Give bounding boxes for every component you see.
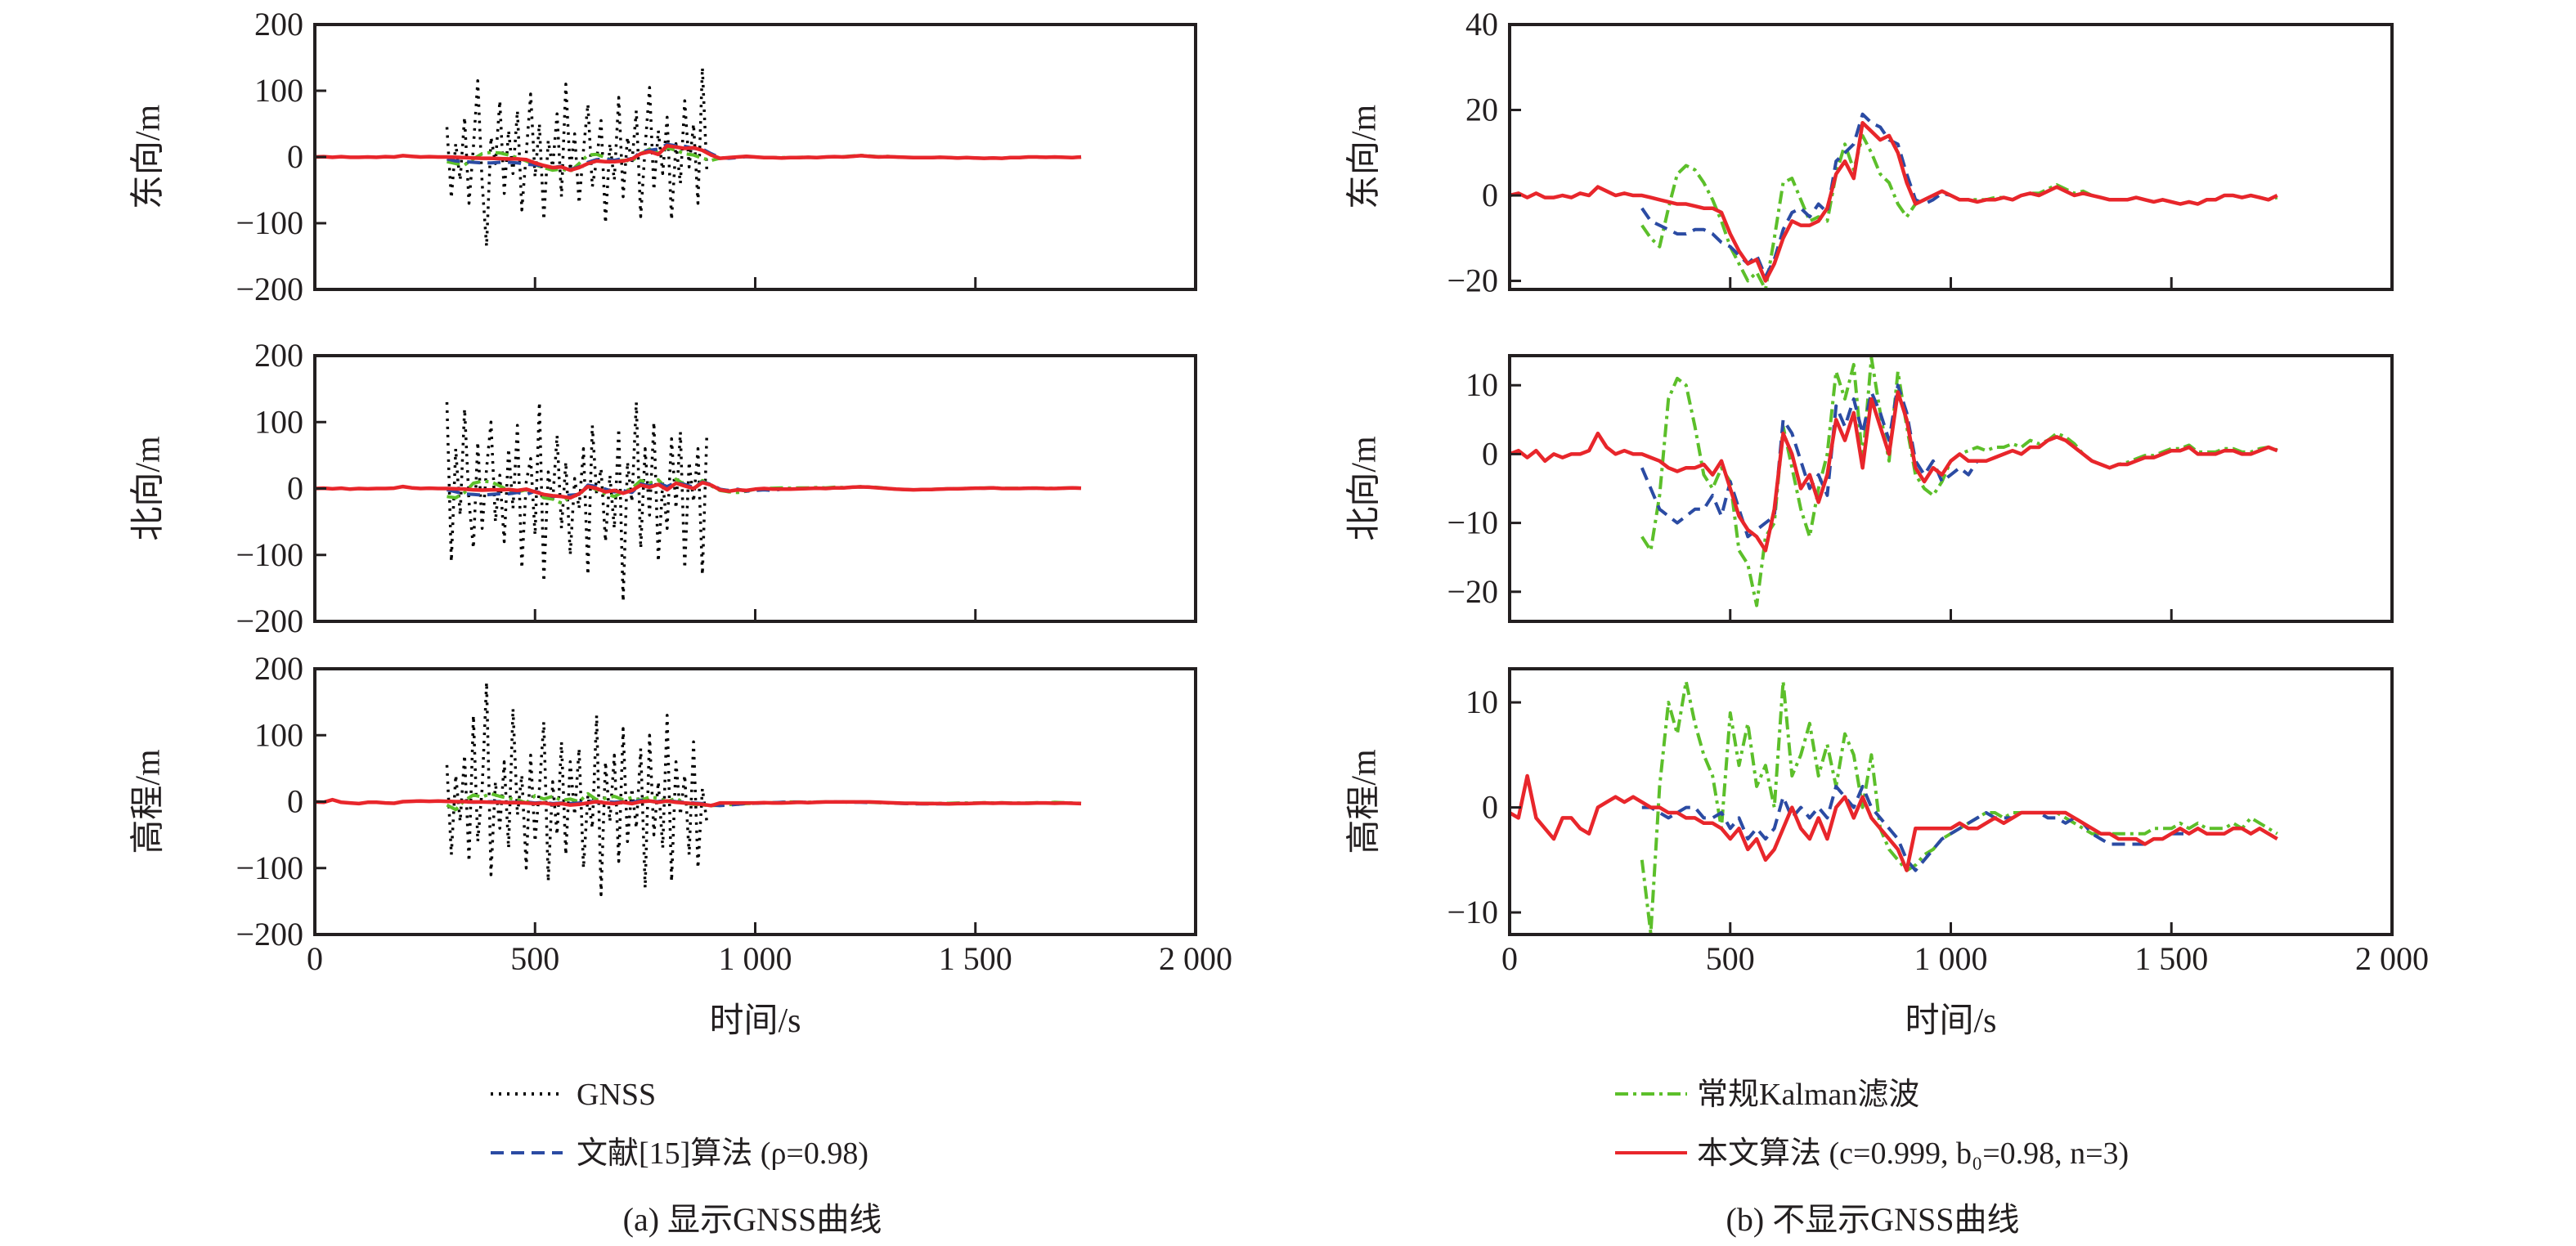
y-tick-label: 40 — [1465, 6, 1498, 43]
y-tick-label: 10 — [1465, 684, 1498, 720]
legend-label: 常规Kalman滤波 — [1697, 1078, 1919, 1112]
series-group — [315, 65, 1082, 249]
panel-caption: (a) 显示GNSS曲线 — [623, 1201, 882, 1238]
series-proposed — [1510, 773, 2278, 872]
y-tick-label: −100 — [236, 204, 303, 241]
series-gnss — [445, 680, 709, 897]
y-tick-label: −200 — [236, 916, 303, 952]
legend-label: GNSS — [577, 1078, 656, 1112]
y-tick-label: 10 — [1465, 366, 1498, 403]
y-tick-label: 200 — [254, 650, 303, 687]
series-group — [315, 401, 1082, 603]
y-tick-label: 200 — [254, 337, 303, 374]
y-tick-label: 0 — [1482, 177, 1498, 213]
plot-frame — [1508, 23, 2394, 291]
plot-frame — [1508, 354, 2394, 623]
x-tick-label: 1 500 — [2134, 940, 2208, 977]
subplot-a-1: −200 −100 0 100 200 东向/m — [129, 6, 1197, 307]
y-tick-label: 100 — [254, 403, 303, 440]
y-tick-label: −100 — [236, 849, 303, 886]
legend-label: 本文算法 (c=0.999, b₀=0.98, n=3) — [1697, 1136, 2129, 1171]
y-tick-label: 0 — [287, 783, 303, 820]
panel-a: −200−1000100200东向/m−200−1000100200北向/m−2… — [129, 6, 1232, 1238]
y-tick-label: −20 — [1447, 573, 1498, 610]
x-axis-label: 时间/s — [1905, 1002, 1996, 1040]
y-axis-label: 高程/m — [1346, 749, 1384, 854]
series-group — [315, 680, 1082, 897]
series-proposed — [1510, 120, 2278, 283]
series-kalman — [1640, 133, 2278, 289]
series-ref15 — [1640, 112, 2278, 279]
series-group — [1510, 679, 2278, 934]
x-tick-label: 1 000 — [1914, 940, 1988, 977]
y-tick-label: −10 — [1447, 894, 1498, 930]
series-group — [1510, 356, 2278, 607]
x-tick-label: 500 — [1706, 940, 1755, 977]
subplot-b-2: −20 −10 0 10 北向/m — [1346, 354, 2394, 623]
y-tick-label: −200 — [236, 271, 303, 307]
series-proposed — [1510, 390, 2278, 553]
subplot-b-1: −20 0 20 40 东向/m — [1345, 6, 2394, 299]
y-axis-label: 北向/m — [1346, 436, 1384, 541]
y-axis-label: 高程/m — [130, 749, 168, 854]
y-tick-label: 0 — [287, 470, 303, 507]
x-tick-label: 0 — [1501, 940, 1518, 977]
subplot-a-3: −200 −100 0 100 200 高程/m — [130, 650, 1197, 952]
series-group — [1510, 112, 2278, 289]
legend-label: 文献[15]算法 (ρ=0.98) — [577, 1136, 868, 1171]
y-tick-label: 100 — [254, 72, 303, 109]
y-tick-label: −100 — [236, 536, 303, 573]
x-tick-label: 1 500 — [939, 940, 1012, 977]
y-tick-label: 0 — [1482, 789, 1498, 826]
y-tick-label: 0 — [287, 138, 303, 175]
panel-caption: (b) 不显示GNSS曲线 — [1726, 1201, 2020, 1238]
legend: GNSS 文献[15]算法 (ρ=0.98) — [491, 1078, 868, 1171]
y-tick-label: −200 — [236, 603, 303, 639]
y-axis-label: 东向/m — [129, 105, 168, 210]
x-tick-label: 1 000 — [719, 940, 792, 977]
y-tick-label: 20 — [1465, 92, 1498, 128]
y-tick-label: −20 — [1447, 262, 1498, 299]
y-tick-label: 0 — [1482, 435, 1498, 472]
series-proposed — [315, 480, 1082, 500]
x-axis-label: 时间/s — [709, 1002, 801, 1040]
x-tick-label: 0 — [307, 940, 323, 977]
y-tick-label: 200 — [254, 6, 303, 43]
x-tick-label: 2 000 — [2355, 940, 2429, 977]
subplot-b-3: −10 0 10 高程/m — [1346, 667, 2394, 936]
series-proposed — [315, 797, 1082, 808]
y-tick-label: 100 — [254, 716, 303, 753]
y-tick-label: −10 — [1447, 504, 1498, 541]
series-gnss — [445, 401, 709, 603]
y-axis-label: 东向/m — [1345, 105, 1384, 210]
series-proposed — [315, 143, 1082, 173]
y-axis-label: 北向/m — [130, 436, 168, 541]
x-tick-label: 500 — [510, 940, 559, 977]
x-tick-label: 2 000 — [1159, 940, 1232, 977]
subplot-a-2: −200 −100 0 100 200 北向/m — [130, 337, 1197, 639]
series-kalman — [1640, 679, 2278, 934]
series-kalman — [1640, 356, 2278, 607]
